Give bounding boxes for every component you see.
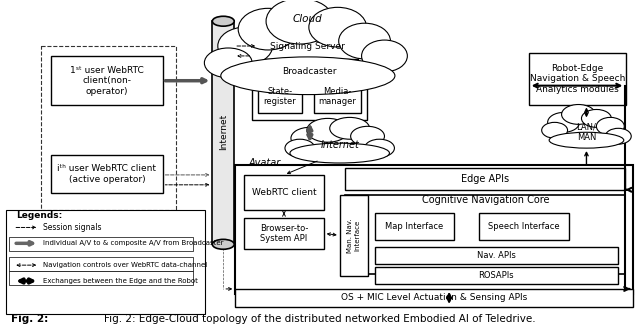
FancyBboxPatch shape (374, 267, 618, 284)
FancyBboxPatch shape (529, 53, 627, 105)
Text: Browser-to-
System API: Browser-to- System API (260, 224, 308, 243)
Text: Internet: Internet (320, 140, 359, 150)
FancyBboxPatch shape (374, 213, 454, 240)
Text: Nav. APIs: Nav. APIs (477, 251, 516, 260)
Ellipse shape (561, 105, 595, 124)
FancyBboxPatch shape (236, 289, 633, 307)
Text: WebRTC client: WebRTC client (252, 188, 316, 197)
Ellipse shape (365, 139, 394, 157)
FancyBboxPatch shape (258, 33, 358, 59)
Text: Navigation controls over WebRTC data-channel: Navigation controls over WebRTC data-cha… (43, 262, 207, 268)
Ellipse shape (218, 27, 273, 65)
Ellipse shape (582, 110, 611, 127)
Ellipse shape (212, 16, 234, 26)
FancyBboxPatch shape (10, 271, 193, 285)
Text: Broadcaster: Broadcaster (283, 67, 337, 76)
FancyBboxPatch shape (6, 210, 205, 314)
Text: Signaling Server: Signaling Server (271, 42, 346, 51)
Ellipse shape (290, 143, 390, 163)
FancyBboxPatch shape (252, 66, 367, 120)
Text: Legends:: Legends: (16, 211, 63, 220)
FancyBboxPatch shape (479, 213, 568, 240)
Ellipse shape (309, 7, 367, 47)
FancyBboxPatch shape (340, 195, 367, 276)
Ellipse shape (291, 127, 329, 149)
Ellipse shape (285, 139, 315, 157)
FancyBboxPatch shape (10, 257, 193, 271)
Text: Cognitive Navigation Core: Cognitive Navigation Core (422, 195, 550, 205)
Text: Map Interface: Map Interface (385, 222, 444, 231)
Text: Individual A/V to & composite A/V from Broadcaster: Individual A/V to & composite A/V from B… (43, 240, 223, 246)
Ellipse shape (330, 117, 369, 139)
Text: Man. Nav.
Interface: Man. Nav. Interface (347, 218, 360, 253)
Text: Internet: Internet (219, 114, 228, 151)
FancyBboxPatch shape (212, 21, 234, 244)
Ellipse shape (605, 128, 631, 144)
Text: Speech Interface: Speech Interface (488, 222, 559, 231)
FancyBboxPatch shape (314, 80, 360, 113)
Text: State-
register: State- register (264, 87, 296, 106)
Ellipse shape (339, 23, 390, 59)
Text: ROSAPIs: ROSAPIs (479, 271, 514, 280)
FancyBboxPatch shape (236, 165, 633, 294)
Ellipse shape (238, 8, 298, 50)
Text: Media-
manager: Media- manager (318, 87, 356, 106)
FancyBboxPatch shape (345, 195, 625, 274)
Text: 1ˢᵗ user WebRTC
client(non-
operator): 1ˢᵗ user WebRTC client(non- operator) (70, 66, 144, 95)
Text: Fig. 2:: Fig. 2: (12, 314, 49, 324)
FancyBboxPatch shape (51, 56, 163, 106)
Ellipse shape (362, 40, 407, 72)
Ellipse shape (541, 122, 568, 138)
Ellipse shape (549, 132, 624, 148)
Text: Robot-Edge
Navigation & Speech
Analytics modules: Robot-Edge Navigation & Speech Analytics… (530, 64, 625, 93)
FancyBboxPatch shape (10, 237, 193, 251)
Text: Fig. 2: Edge-Cloud topology of the distributed networked Embodied AI of Teledriv: Fig. 2: Edge-Cloud topology of the distr… (104, 314, 536, 324)
Text: OS + MIC Level Actuation & Sensing APIs: OS + MIC Level Actuation & Sensing APIs (341, 293, 527, 302)
Ellipse shape (221, 57, 395, 94)
Ellipse shape (212, 239, 234, 249)
Ellipse shape (548, 113, 579, 132)
Text: Exchanges between the Edge and the Robot: Exchanges between the Edge and the Robot (43, 278, 198, 284)
Ellipse shape (266, 0, 333, 44)
FancyBboxPatch shape (345, 168, 625, 190)
FancyBboxPatch shape (258, 80, 302, 113)
Text: Cloud: Cloud (293, 14, 323, 24)
Ellipse shape (307, 118, 349, 142)
Text: LAN/
MAN: LAN/ MAN (577, 123, 596, 142)
Text: Edge APIs: Edge APIs (461, 174, 509, 184)
FancyBboxPatch shape (244, 217, 324, 249)
Ellipse shape (204, 48, 252, 78)
Text: iᵗʰ user WebRTC client
(active operator): iᵗʰ user WebRTC client (active operator) (58, 164, 156, 184)
FancyBboxPatch shape (51, 155, 163, 193)
Ellipse shape (351, 126, 385, 146)
FancyBboxPatch shape (374, 247, 618, 264)
Ellipse shape (596, 117, 624, 135)
FancyBboxPatch shape (244, 175, 324, 210)
Text: Avatar: Avatar (248, 158, 280, 168)
Text: Session signals: Session signals (43, 223, 102, 232)
